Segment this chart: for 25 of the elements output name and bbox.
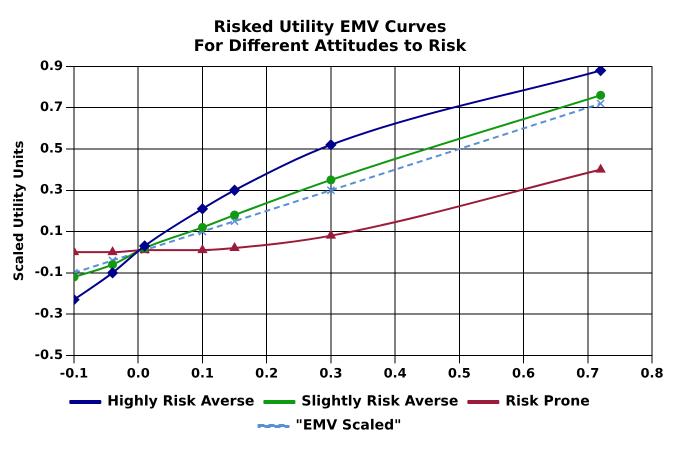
legend-label: Highly Risk Averse <box>107 394 254 410</box>
y-tick-label: 0.9 <box>40 58 64 74</box>
y-tick-label: 0.3 <box>40 182 64 198</box>
y-tick-label: 0.5 <box>40 141 64 156</box>
text: For Different Attitudes to Risk <box>194 36 466 55</box>
y-axis-title: Scaled Utility Units <box>12 140 28 282</box>
y-tick-label: -0.1 <box>34 265 64 280</box>
x-tick-label: 0.8 <box>640 366 664 382</box>
x-tick-label: 0.2 <box>255 366 278 382</box>
x-tick-label: 0.6 <box>512 366 536 382</box>
legend-label: "EMV Scaled" <box>296 418 402 434</box>
legend-label: Slightly Risk Averse <box>301 394 458 410</box>
y-tick-label: 0.7 <box>40 100 64 116</box>
x-tick-label: 0.4 <box>384 366 407 382</box>
x-tick-label: -0.1 <box>60 366 88 382</box>
x-tick-label: 0.0 <box>126 366 150 382</box>
y-tick-label: -0.3 <box>34 306 64 322</box>
legend-label: Risk Prone <box>505 394 590 410</box>
x-tick-label: 0.3 <box>319 366 342 382</box>
text: Risked Utility EMV Curves <box>214 16 446 36</box>
y-tick-label: -0.5 <box>34 348 64 363</box>
x-tick-label: 0.5 <box>448 366 471 382</box>
x-tick-label: 0.7 <box>576 366 600 382</box>
x-tick-label: 0.1 <box>190 366 214 382</box>
y-tick-label: 0.1 <box>40 224 64 239</box>
